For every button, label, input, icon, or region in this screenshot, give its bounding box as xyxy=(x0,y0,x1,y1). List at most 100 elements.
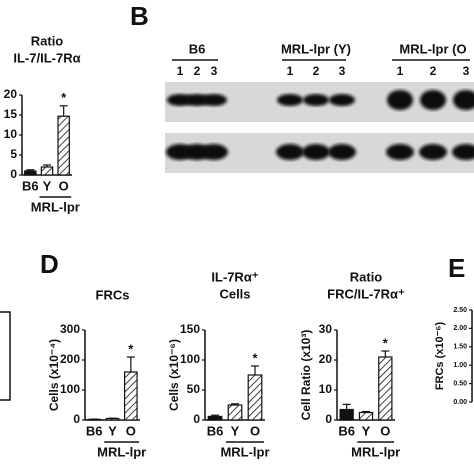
x-tick-label: Y xyxy=(231,423,240,438)
y-axis-label: Cells (x10⁻⁴) xyxy=(47,339,61,411)
bar xyxy=(378,356,393,421)
y-axis-label: Cell Ratio (x10³) xyxy=(299,330,313,421)
blot-band xyxy=(201,94,227,106)
y-tick-label: 0 xyxy=(10,167,17,181)
lane-label: 3 xyxy=(339,64,346,78)
group-label: MRL-lpr xyxy=(351,444,400,459)
blot-band xyxy=(277,94,303,106)
blot-band xyxy=(302,144,330,160)
annotation: * xyxy=(61,90,67,105)
chart-title: IL-7Rα⁺ xyxy=(211,269,258,284)
bar xyxy=(358,411,374,421)
blot-band xyxy=(328,144,356,160)
y-tick-label: 100 xyxy=(180,352,200,366)
bar xyxy=(207,415,223,421)
x-tick-label: Y xyxy=(108,423,117,438)
lane-label: 2 xyxy=(313,64,320,78)
blot-band xyxy=(329,94,355,106)
panel-label: B xyxy=(130,1,149,31)
lane-label: 1 xyxy=(177,64,184,78)
blot-band xyxy=(453,90,474,110)
lane-label: 2 xyxy=(430,64,437,78)
y-tick-label: 0 xyxy=(73,412,80,426)
x-tick-label: B6 xyxy=(22,178,39,193)
lane-label: 3 xyxy=(463,64,470,78)
error-bar xyxy=(211,414,219,417)
error-bar xyxy=(342,403,351,410)
bar xyxy=(57,115,70,176)
cropped-panel xyxy=(0,311,11,401)
group-label: MRL-lpr xyxy=(220,444,269,459)
lane-label: 1 xyxy=(397,64,404,78)
y-tick-label: 15 xyxy=(4,107,18,121)
error-bar xyxy=(126,356,135,372)
y-tick-label: 50 xyxy=(187,382,201,396)
blot-group-label: MRL-lpr (O xyxy=(399,41,466,56)
error-bar xyxy=(251,365,259,375)
y-tick-label: 300 xyxy=(60,322,80,336)
blot-group-label: B6 xyxy=(189,41,206,56)
chart-title: IL-7/IL-7Rα xyxy=(13,50,80,65)
blot-group-label: MRL-lpr (Y) xyxy=(281,41,351,56)
y-tick-label: 2.50 xyxy=(453,307,467,314)
lane-label: 2 xyxy=(194,64,201,78)
group-label: MRL-lpr xyxy=(97,444,146,459)
y-axis-label: Cells (x10⁻⁶) xyxy=(167,339,181,411)
error-bar xyxy=(362,411,370,413)
y-tick-label: 0.00 xyxy=(453,399,467,406)
x-tick-label: O xyxy=(126,423,136,438)
y-tick-label: 1.00 xyxy=(453,362,467,369)
x-tick-label: Y xyxy=(362,423,371,438)
y-tick-label: 100 xyxy=(60,382,80,396)
y-tick-label: 200 xyxy=(60,352,80,366)
chart-title: Cells xyxy=(219,286,250,301)
x-tick-label: B6 xyxy=(86,423,103,438)
y-tick-label: 0.50 xyxy=(453,380,467,387)
x-tick-label: O xyxy=(59,178,69,193)
blot-band xyxy=(419,144,447,160)
x-tick-label: Y xyxy=(43,178,52,193)
annotation: * xyxy=(252,350,258,365)
chart-title: FRCs xyxy=(96,287,130,302)
y-tick-label: 150 xyxy=(180,322,200,336)
blot-band xyxy=(303,94,329,106)
lane-label: 3 xyxy=(211,64,218,78)
y-tick-label: 2.00 xyxy=(453,325,467,332)
y-tick-label: 5 xyxy=(10,147,17,161)
panel-label: D xyxy=(40,249,59,279)
error-bar xyxy=(43,164,51,167)
bar xyxy=(247,374,263,421)
chart-title: Ratio xyxy=(31,33,64,48)
annotation: * xyxy=(128,341,134,356)
y-tick-label: 10 xyxy=(4,127,18,141)
group-label: MRL-lpr xyxy=(31,199,80,214)
y-tick-label: 20 xyxy=(4,87,18,101)
y-tick-label: 1.50 xyxy=(453,344,467,351)
annotation: * xyxy=(383,335,389,350)
lane-label: 1 xyxy=(287,64,294,78)
y-axis-label: FRCs (x10⁻⁶) xyxy=(434,322,446,391)
blot-band xyxy=(452,144,474,160)
bar xyxy=(339,408,354,421)
bar xyxy=(24,170,37,176)
y-tick-label: 20 xyxy=(319,352,333,366)
y-tick-label: 10 xyxy=(319,382,333,396)
error-bar xyxy=(231,403,239,405)
blot-band xyxy=(420,90,446,110)
bar xyxy=(40,166,54,176)
bar xyxy=(227,404,243,421)
y-tick-label: 0 xyxy=(325,412,332,426)
error-bar xyxy=(59,105,68,117)
bar xyxy=(123,371,138,421)
x-tick-label: B6 xyxy=(207,423,224,438)
blot-band xyxy=(387,90,413,110)
blot-band xyxy=(386,144,414,160)
x-tick-label: O xyxy=(250,423,260,438)
blot-band xyxy=(276,144,304,160)
x-tick-label: O xyxy=(380,423,390,438)
error-bar xyxy=(381,350,390,357)
y-tick-label: 0 xyxy=(193,412,200,426)
